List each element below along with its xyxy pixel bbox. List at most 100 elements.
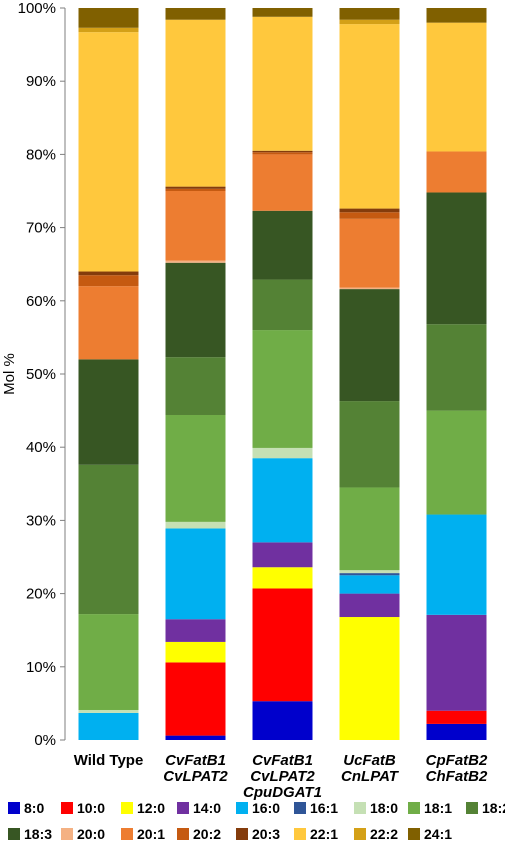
legend-label: 20:1: [137, 826, 165, 842]
legend-item: 18:1: [408, 800, 452, 816]
bar-segment-8-0: [252, 701, 313, 740]
legend-item: 18:2: [466, 800, 505, 816]
bar-segment-22-1: [426, 22, 487, 152]
bar-segment-18-3: [78, 359, 139, 465]
legend-item: 22:1: [294, 826, 338, 842]
bar-segment-18-2: [78, 464, 139, 615]
bar-segment-18-0: [165, 521, 226, 529]
legend-swatch: [354, 802, 366, 814]
bar-segment-24-1: [426, 8, 487, 23]
y-tick-label: 40%: [26, 439, 56, 456]
y-tick-label: 90%: [26, 73, 56, 90]
x-category-label: CvFatB1 CvLPAT2: [163, 752, 228, 785]
legend-swatch: [408, 802, 420, 814]
legend-label: 24:1: [424, 826, 452, 842]
bar-segment-18-3: [339, 289, 400, 402]
bar-segment-14-0: [165, 619, 226, 642]
legend-swatch: [294, 802, 306, 814]
bar-segment-22-2: [339, 19, 400, 25]
bar-segment-18-3: [426, 192, 487, 325]
bar-segment-20-3: [252, 150, 313, 153]
legend-swatch: [8, 828, 20, 840]
y-axis-label: Mol %: [1, 353, 18, 395]
bar-segment-20-2: [165, 188, 226, 191]
legend-item: 20:1: [121, 826, 165, 842]
legend-swatch: [121, 828, 133, 840]
bar-segment-10-0: [252, 588, 313, 702]
bar-segment-24-1: [339, 8, 400, 20]
legend-label: 18:1: [424, 800, 452, 816]
legend-label: 16:0: [252, 800, 280, 816]
x-category-label: Wild Type: [74, 752, 144, 769]
legend-label: 20:2: [193, 826, 221, 842]
bar-segment-22-1: [339, 24, 400, 209]
legend-label: 8:0: [24, 800, 44, 816]
legend-item: 20:2: [177, 826, 221, 842]
bar-segment-20-2: [339, 212, 400, 219]
legend-label: 12:0: [137, 800, 165, 816]
bar-segment-16-0: [165, 528, 226, 620]
y-tick-label: 60%: [26, 293, 56, 310]
bar-segment-18-0: [339, 570, 400, 574]
bar-segment-24-1: [78, 8, 139, 28]
legend-swatch: [236, 802, 248, 814]
bar-segment-18-1: [78, 614, 139, 710]
legend-label: 18:2: [482, 800, 505, 816]
legend-swatch: [236, 828, 248, 840]
legend-swatch: [61, 802, 73, 814]
bar-segment-18-1: [252, 330, 313, 448]
legend-item: 18:0: [354, 800, 398, 816]
legend-swatch: [354, 828, 366, 840]
y-tick-label: 70%: [26, 220, 56, 237]
category-labels: Wild Type CvFatB1 CvLPAT2 CvFatB1 CvLPAT2 Cpu…: [74, 752, 488, 801]
bar-segment-12-0: [252, 567, 313, 589]
bar-segment-18-2: [252, 279, 313, 331]
bar-segment-20-2: [78, 275, 139, 287]
legend-label: 16:1: [310, 800, 338, 816]
y-tick-label: 10%: [26, 659, 56, 676]
legend-label: 20:0: [77, 826, 105, 842]
legend-item: 16:1: [294, 800, 338, 816]
x-category-label: UcFatB CnLPAT: [341, 752, 400, 785]
x-category-label: CpFatB2 ChFatB2: [426, 752, 488, 785]
bar-segment-20-0: [165, 260, 226, 263]
legend-swatch: [408, 828, 420, 840]
bar-segment-12-0: [339, 617, 400, 740]
bar-segment-18-3: [252, 210, 313, 280]
bar-segment-22-1: [165, 19, 226, 187]
bar-segment-14-0: [339, 593, 400, 618]
legend-label: 18:3: [24, 826, 52, 842]
bar-segment-20-1: [78, 286, 139, 360]
bar-segment-14-0: [252, 542, 313, 568]
x-category-label: CvFatB1 CvLPAT2 CpuDGAT1: [243, 752, 322, 801]
bar-segment-18-2: [165, 357, 226, 415]
y-tick-label: 80%: [26, 146, 56, 163]
legend-item: 24:1: [408, 826, 452, 842]
legend-swatch: [121, 802, 133, 814]
bar-layer: [78, 8, 487, 740]
legend-item: 20:0: [61, 826, 105, 842]
legend-swatch: [61, 828, 73, 840]
legend-swatch: [177, 802, 189, 814]
bar-segment-16-0: [426, 514, 487, 615]
legend-swatch: [466, 802, 478, 814]
bar-segment-16-0: [339, 575, 400, 594]
legend-swatch: [177, 828, 189, 840]
legend-item: 14:0: [177, 800, 221, 816]
legend-swatch: [8, 802, 20, 814]
bar-segment-16-0: [78, 712, 139, 740]
legend-item: 16:0: [236, 800, 280, 816]
bar-stack: [252, 8, 313, 740]
y-tick-label: 20%: [26, 586, 56, 603]
y-tick-label: 0%: [34, 732, 56, 749]
legend-label: 14:0: [193, 800, 221, 816]
legend-item: 12:0: [121, 800, 165, 816]
legend-item: 8:0: [8, 800, 44, 816]
bar-segment-16-1: [339, 573, 400, 576]
bar-segment-18-1: [165, 414, 226, 522]
bar-segment-20-3: [165, 186, 226, 189]
bar-stack: [339, 8, 400, 740]
legend-label: 10:0: [77, 800, 105, 816]
y-tick-label: 50%: [26, 366, 56, 383]
